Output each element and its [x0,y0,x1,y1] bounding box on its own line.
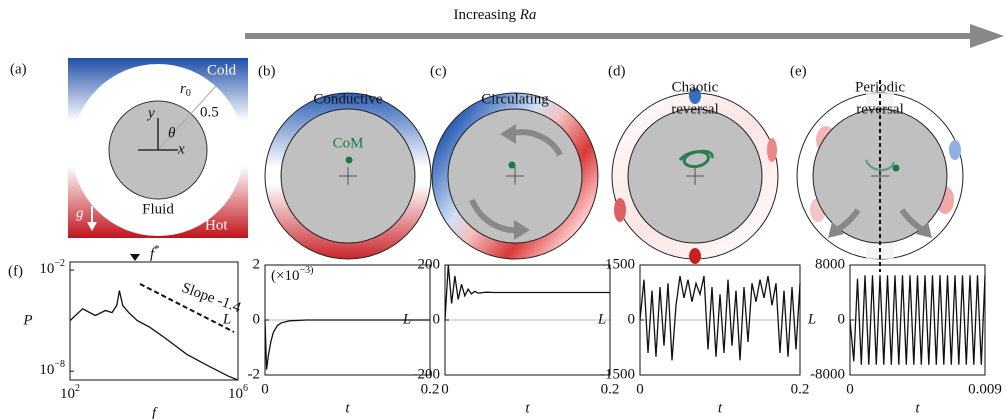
gravity-label: g [76,205,84,221]
radius-line [157,85,217,151]
x-axis-label: t [345,400,350,416]
heading-italic: Ra [519,7,537,23]
series-line [639,275,801,361]
y-tick-label: -1500 [600,366,635,382]
y-axis-label: L [402,311,411,327]
x-axis-label: t [525,400,530,416]
y-tick-label: -2 [248,366,261,382]
r0-label: r0 [180,81,191,99]
f-star: f* [150,243,160,263]
plume [767,138,777,162]
com-dot [508,161,516,169]
x-tick-label: 0 [636,381,644,397]
x-tick-label: 0.2 [601,381,620,397]
heading: Increasing Ra [454,7,537,23]
y-tick-label: 200 [418,256,441,272]
peak-marker [130,254,140,261]
series-line [849,275,986,365]
y-tick-label: 0 [433,311,441,327]
panel-title: Circulating [481,91,549,107]
flow-arrow-head [916,222,932,238]
series-line [444,264,610,321]
com-dot [892,164,900,172]
y-tick-label: 2 [253,256,261,272]
panel-title: reversal [856,101,903,117]
half-label: 0.5 [200,104,219,120]
panel-label: (b) [258,63,276,79]
f-sup: * [154,243,160,255]
x-tick-label: 0.2 [421,381,440,397]
center-cross [339,167,357,185]
x-tick-label: 102 [60,383,80,402]
theta-label: θ [168,125,176,141]
heading-text: Increasing [454,7,520,23]
x-tick-label: 0.009 [968,381,1002,397]
y-tick-label: 0 [628,311,636,327]
cold-label: Cold [207,62,237,78]
com-label: CoM [333,135,364,151]
plume [949,140,961,160]
com-dot [345,156,353,164]
panel-label: (e) [790,63,807,79]
y-label: y [146,105,155,121]
x-tick-label: 0 [261,381,269,397]
panel-label: (f) [8,263,23,279]
ra-arrow-head [970,24,1004,48]
x-tick-label: 0.2 [791,381,810,397]
series-line [69,290,239,381]
x-axis-label: t [718,400,723,416]
fluid-label: Fluid [142,201,174,217]
y-tick-label: 8000 [815,256,845,272]
r-symbol: r [180,81,186,97]
x-axis-label: t [915,400,920,416]
panel-title: reversal [671,101,718,117]
y-tick-label: 0 [253,311,261,327]
annotation: (×10−3) [271,265,313,284]
y-axis-label: L [807,311,816,327]
y-tick-label: 10−8 [39,359,65,378]
x-tick-label: 106 [228,383,248,402]
plume [689,88,701,104]
y-tick-label: -200 [413,366,441,382]
y-tick-label: 1500 [605,256,635,272]
plot-frame [69,261,239,381]
plume [614,198,626,222]
series-line [264,319,430,370]
y-axis-label: P [22,312,32,328]
gravity-arrow-head [87,222,97,231]
center-cross [506,167,524,185]
panel-title: Chaotic [672,79,719,95]
panel-title: Conductive [313,91,382,107]
x-axis-label: f [152,405,158,419]
flow-arrow-head [514,220,530,240]
com-swing [865,159,895,171]
panel-label: (c) [430,63,447,79]
x-tick-label: 0 [441,381,449,397]
hot-label: Hot [205,217,228,233]
panel-label: (a) [10,61,27,77]
f-symbol: f [150,246,156,262]
flow-arrow-head [828,222,844,238]
com-trajectory [678,149,714,168]
annotation: Slope -1.4 [179,280,243,316]
x-tick-label: 0 [846,381,854,397]
flow-arrow-head [500,124,516,144]
y-tick-label: 0 [838,311,846,327]
y-tick-label: 10−2 [39,258,65,277]
slope-guide [139,283,235,333]
plume [689,248,701,264]
y-axis-label: L [597,311,606,327]
x-label: x [177,141,185,157]
panel-title: Periodic [855,79,905,95]
y-axis-label: L [222,311,231,327]
y-tick-label: -8000 [810,366,845,382]
r-sub: 0 [186,88,191,99]
panel-label: (d) [608,63,626,79]
center-cross [686,167,704,185]
